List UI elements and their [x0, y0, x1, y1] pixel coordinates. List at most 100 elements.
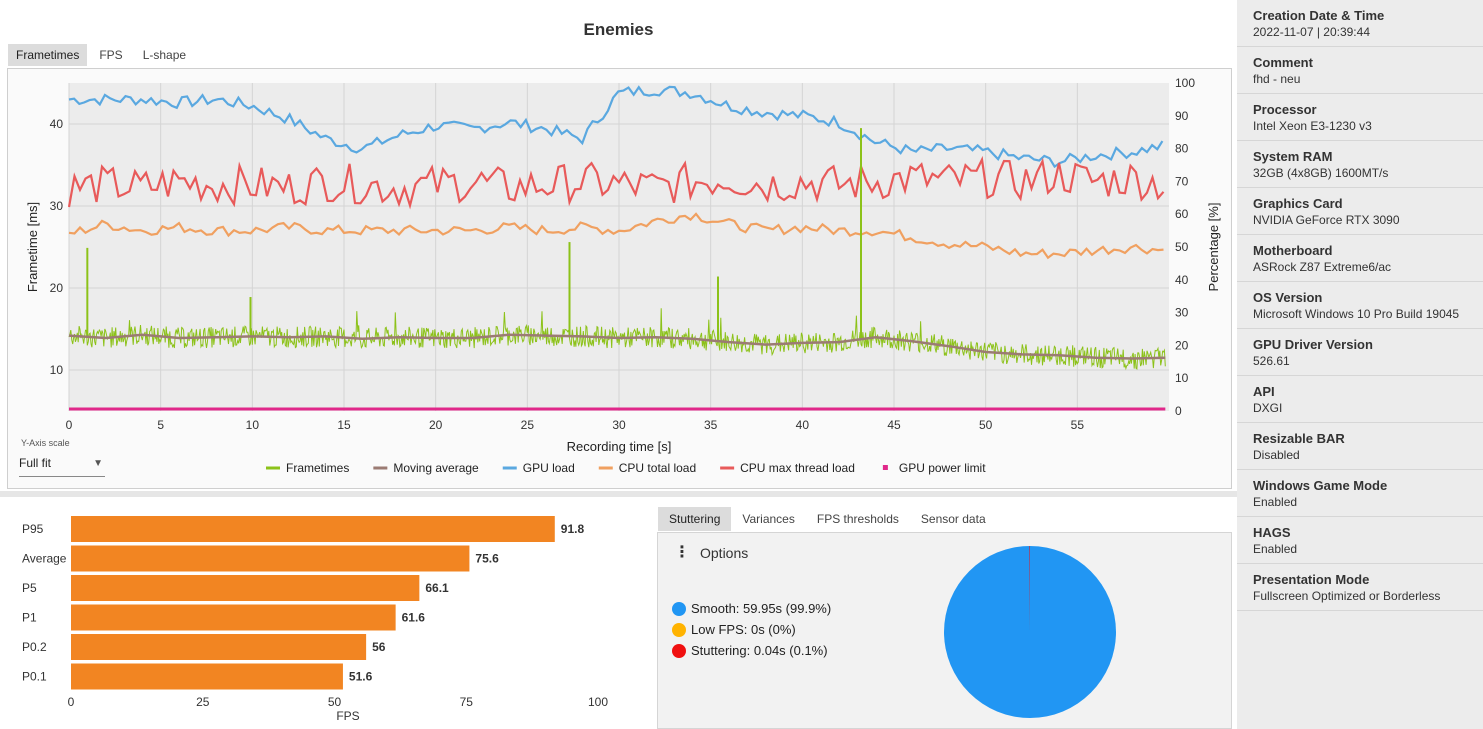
legend-label: GPU load [523, 461, 575, 475]
info-item: HAGS Enabled [1237, 517, 1483, 564]
info-item: Windows Game Mode Enabled [1237, 470, 1483, 517]
x-tick-label: 45 [887, 418, 901, 432]
tab-variances[interactable]: Variances [742, 512, 795, 526]
more-vertical-icon: ⋮ [674, 544, 690, 561]
info-value: DXGI [1253, 401, 1283, 415]
bar-category-label: P5 [22, 581, 37, 595]
system-info-sidebar: Creation Date & Time 2022-11-07 | 20:39:4… [1237, 0, 1483, 729]
bar-value-label: 75.6 [475, 552, 499, 566]
x-tick-label: 40 [796, 418, 810, 432]
tab-fps-thresholds[interactable]: FPS thresholds [816, 512, 899, 526]
bar-value-label: 51.6 [349, 670, 373, 684]
legend-item[interactable]: CPU total load [598, 461, 696, 475]
fps-bar-chart: P95 91.8 Average 75.6 P5 66.1 P1 61.6 P0.2 56 P0.1… [22, 516, 608, 723]
legend-item[interactable]: GPU power limit [882, 461, 986, 475]
info-label: Presentation Mode [1253, 572, 1370, 587]
y-tick-label: 20 [50, 281, 64, 295]
info-label: Windows Game Mode [1253, 478, 1388, 493]
info-value: Enabled [1253, 542, 1298, 556]
smooth-color-dot [672, 601, 686, 616]
frametime-chart-panel: 0 5 10 15 20 25 30 35 40 45 50 55 10 20 30 40 0 10 20 30 40 5… [7, 68, 1232, 489]
info-label: Resizable BAR [1253, 431, 1345, 446]
tab-frametimes[interactable]: Frametimes [8, 44, 88, 66]
series-moving-average [68, 333, 1166, 360]
y-axis-title: Frametime [ms] [25, 202, 40, 292]
legend-low-fps-text: Low FPS: 0s (0%) [691, 622, 796, 637]
info-label: Processor [1253, 102, 1317, 117]
bar-category-label: P95 [22, 522, 44, 536]
info-label: Motherboard [1253, 243, 1333, 258]
legend-label: GPU power limit [899, 461, 986, 475]
y-tick-label: 40 [50, 117, 64, 131]
bar-value-label: 56 [372, 640, 386, 654]
info-item: Resizable BAR Disabled [1237, 423, 1483, 470]
info-item: API DXGI [1237, 376, 1483, 423]
info-item: GPU Driver Version 526.61 [1237, 329, 1483, 376]
bar-x-axis-title: FPS [336, 709, 359, 723]
x-tick-label: 35 [704, 418, 718, 432]
y-right-tick-label: 100 [1175, 76, 1195, 90]
x-tick-label: 50 [979, 418, 993, 432]
bar-value-label: 66.1 [425, 581, 449, 595]
x-tick-label: 30 [612, 418, 626, 432]
info-value: 32GB (4x8GB) 1600MT/s [1253, 166, 1389, 180]
legend-item[interactable]: GPU load [502, 461, 575, 475]
info-item: Graphics Card NVIDIA GeForce RTX 3090 [1237, 188, 1483, 235]
frametime-chart[interactable]: 0 5 10 15 20 25 30 35 40 45 50 55 10 20 30 40 0 10 20 30 40 5… [8, 69, 1233, 490]
bar [71, 634, 367, 660]
info-item: Creation Date & Time 2022-11-07 | 20:39:4… [1237, 0, 1483, 47]
analysis-tabs: Stuttering Variances FPS thresholds Sens… [658, 507, 997, 531]
legend-item[interactable]: Frametimes [266, 461, 349, 475]
legend-low-fps: Low FPS: 0s (0%) [672, 622, 796, 637]
y-right-tick-label: 90 [1175, 109, 1189, 123]
info-item: Processor Intel Xeon E3-1230 v3 [1237, 94, 1483, 141]
legend-item[interactable]: Moving average [373, 461, 479, 475]
info-value: Intel Xeon E3-1230 v3 [1253, 119, 1372, 133]
info-value: Fullscreen Optimized or Borderless [1253, 589, 1441, 603]
tab-fps[interactable]: FPS [99, 48, 123, 62]
section-divider [0, 491, 1237, 497]
bar-category-label: P0.1 [22, 670, 47, 684]
bar-x-tick-label: 75 [460, 695, 474, 709]
tab-stuttering[interactable]: Stuttering [658, 507, 732, 531]
x-tick-label: 15 [337, 418, 351, 432]
bar-category-label: P1 [22, 611, 37, 625]
y-right-tick-label: 50 [1175, 240, 1189, 254]
legend-label: CPU max thread load [740, 461, 855, 475]
info-item: Presentation Mode Fullscreen Optimized or… [1237, 564, 1483, 611]
bar-category-label: P0.2 [22, 640, 47, 654]
y-right-axis-title: Percentage [%] [1206, 203, 1221, 292]
tab-l-shape[interactable]: L-shape [142, 48, 187, 62]
info-value: NVIDIA GeForce RTX 3090 [1253, 213, 1400, 227]
page-title: Enemies [583, 20, 654, 39]
info-item: OS Version Microsoft Windows 10 Pro Build… [1237, 282, 1483, 329]
y-right-tick-label: 70 [1175, 174, 1189, 188]
options-menu[interactable]: ⋮ Options [674, 544, 748, 562]
legend-label: Moving average [393, 461, 479, 475]
pie-slice [1029, 545, 1030, 632]
series-frametimes [68, 308, 1166, 371]
legend-item[interactable]: CPU max thread load [720, 461, 855, 475]
series-cpu-max-thread-load [67, 155, 1165, 210]
y-axis-scale-value: Full fit [19, 456, 52, 470]
y-right-tick-label: 80 [1175, 142, 1189, 156]
legend-swatch [882, 465, 888, 470]
info-item: Comment fhd - neu [1237, 47, 1483, 94]
y-tick-label: 10 [50, 363, 64, 377]
legend-label: Frametimes [286, 461, 349, 475]
bar-x-tick-label: 50 [328, 695, 342, 709]
y-right-tick-label: 40 [1175, 273, 1189, 287]
stuttering-panel: ⋮ Options Smooth: 59.95s (99.9%) Low FPS… [657, 532, 1232, 729]
info-label: HAGS [1253, 525, 1291, 540]
x-tick-label: 25 [521, 418, 535, 432]
bar [71, 516, 555, 542]
y-axis-scale-dropdown[interactable]: Full fit ▼ [19, 454, 105, 477]
legend-label: CPU total load [619, 461, 696, 475]
bar [71, 545, 470, 572]
info-label: System RAM [1253, 149, 1333, 164]
series-cpu-total-load [68, 212, 1164, 260]
tab-sensor-data[interactable]: Sensor data [920, 512, 986, 526]
bar [71, 663, 343, 690]
x-tick-label: 0 [66, 418, 73, 432]
stuttering-color-dot [672, 643, 686, 658]
